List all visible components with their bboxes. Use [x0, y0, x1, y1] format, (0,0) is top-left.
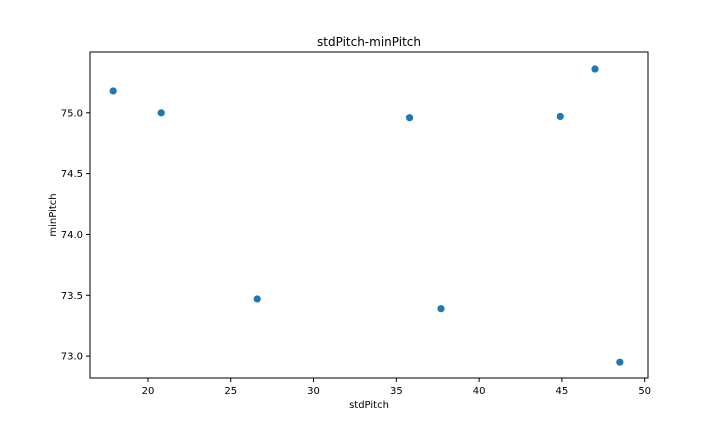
x-tick-label: 35 [390, 386, 403, 397]
x-tick-label: 25 [224, 386, 237, 397]
data-point-7 [591, 65, 599, 73]
data-point-1 [109, 87, 117, 95]
data-point-8 [616, 358, 624, 366]
data-point-3 [253, 295, 261, 303]
x-axis: 20 25 30 35 40 45 50 [142, 378, 651, 397]
y-axis-label: minPitch [48, 193, 59, 236]
x-tick-label: 40 [473, 386, 486, 397]
y-tick-label: 75.0 [61, 108, 83, 119]
y-axis: 73.0 73.5 74.0 74.5 75.0 [61, 108, 90, 363]
x-tick-label: 20 [142, 386, 155, 397]
data-point-4 [405, 114, 414, 122]
y-tick-label: 74.0 [61, 230, 83, 241]
y-tick-label: 74.5 [61, 169, 83, 180]
scatter-points [109, 65, 624, 366]
data-point-2 [157, 109, 165, 117]
x-axis-label: stdPitch [349, 400, 389, 411]
y-tick-label: 73.0 [61, 352, 83, 363]
x-tick-label: 30 [307, 386, 320, 397]
plot-area-frame [89, 51, 649, 379]
chart-title: stdPitch-minPitch [317, 35, 421, 49]
x-tick-label: 45 [556, 386, 569, 397]
x-tick-label: 50 [638, 386, 651, 397]
y-tick-label: 73.5 [61, 291, 83, 302]
data-point-5 [437, 305, 445, 313]
data-point-6 [556, 112, 564, 121]
